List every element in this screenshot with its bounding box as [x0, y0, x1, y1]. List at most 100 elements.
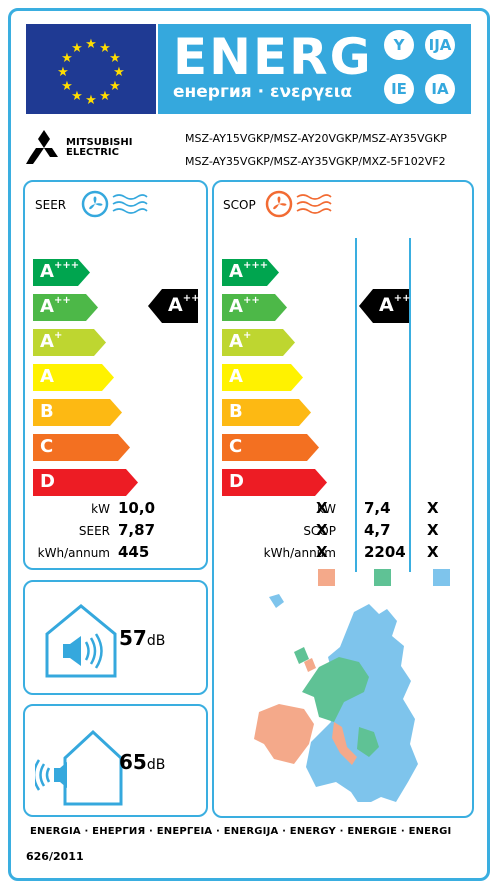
seer-class-arrow-4: B — [33, 399, 122, 426]
model-numbers: MSZ-AY15VGKP/MSZ-AY20VGKP/MSZ-AY35VGKP M… — [185, 127, 447, 173]
scop-class-letter-1: A — [229, 296, 243, 317]
scop-class-letter-6: D — [229, 471, 244, 492]
seer-class-arrow-2: A+ — [33, 329, 106, 356]
scop-annual-label: kWh/annum — [263, 546, 336, 560]
seer-class-arrow-0: A+++ — [33, 259, 90, 286]
eu-stars-icon: ★ ★★ ★★★ ★★★ ★★★ — [57, 37, 125, 108]
svg-text:★: ★ — [99, 89, 111, 104]
scop-class-sup-1: ++ — [242, 295, 260, 306]
europe-climate-map — [254, 594, 418, 802]
svg-text:★: ★ — [113, 65, 125, 80]
seer-annual-label: kWh/annum — [37, 546, 110, 560]
scop-class-letter-4: B — [229, 401, 243, 422]
brand-line-2: ELECTRIC — [66, 147, 119, 158]
seer-class-letter-0: A — [40, 261, 54, 282]
brand-line-1: MITSUBISHI — [66, 137, 133, 148]
seer-rating-arrow: A++ — [148, 289, 200, 323]
scop-scop-warm: X — [427, 521, 439, 539]
seer-annual-value: 445 — [118, 543, 150, 561]
seer-seer-label: SEER — [78, 524, 110, 538]
seer-class-arrow-3: A — [33, 364, 114, 391]
scop-kw-cold: X — [316, 499, 328, 517]
scop-class-arrow-6: D — [222, 469, 327, 496]
scop-class-arrow-1: A++ — [222, 294, 287, 321]
label-frame — [8, 8, 490, 881]
scop-rating-sup: ++ — [393, 293, 411, 304]
seer-seer-value: 7,87 — [118, 521, 156, 539]
scop-class-arrow-3: A — [222, 364, 303, 391]
seer-class-letter-6: D — [40, 471, 55, 492]
column-divider-2 — [409, 238, 411, 572]
scop-class-letter-2: A — [229, 331, 243, 352]
scop-scop-average: 4,7 — [364, 521, 391, 539]
energy-banner: ★ ★ ★ ★ ★ ★ ★ ★ ★ ★ ★ ★ ENERG енергия · ενεργεια… — [26, 24, 471, 114]
outdoor-noise-value: 65dB — [119, 750, 165, 774]
outdoor-db-unit: dB — [146, 757, 166, 773]
indoor-db-unit: dB — [146, 633, 166, 649]
scop-kw-label: kW — [317, 502, 336, 516]
regulation-number: 626/2011 — [26, 850, 84, 863]
seer-rating-sup: ++ — [182, 293, 200, 304]
scop-scop-label: SCOP — [303, 524, 336, 538]
lang-badge-ie: IE — [384, 74, 414, 104]
energy-header: ENERG енергия · ενεργεια Y IJA IE IA — [158, 24, 471, 114]
seer-class-sup-2: + — [53, 330, 63, 341]
seer-kw-label: kW — [91, 502, 110, 516]
footer-languages: ENERGIA · ЕНЕРГИЯ · ΕΝΕΡΓΕΙΑ · ENERGIJA … — [30, 826, 452, 837]
scop-class-letter-3: A — [229, 366, 243, 387]
seer-class-arrow-5: C — [33, 434, 130, 461]
svg-text:★: ★ — [71, 89, 83, 104]
energ-title: ENERG — [173, 28, 373, 86]
scop-class-arrow-5: C — [222, 434, 319, 461]
scop-rating-arrow: A++ — [359, 289, 411, 323]
indoor-db-number: 57 — [119, 626, 147, 650]
seer-class-letter-5: C — [40, 436, 54, 457]
seer-class-sup-1: ++ — [53, 295, 71, 306]
scop-class-arrow-0: A+++ — [222, 259, 279, 286]
zone-swatch-warm — [433, 569, 450, 586]
zone-swatch-average — [374, 569, 391, 586]
eu-flag: ★ ★ ★ ★ ★ ★ ★ ★ ★ ★ ★ ★ — [26, 24, 156, 114]
lang-badge-ia: IA — [425, 74, 455, 104]
energ-subtitle: енергия · ενεργεια — [173, 82, 352, 102]
scop-annual-warm: X — [427, 543, 439, 561]
seer-class-arrow-6: D — [33, 469, 138, 496]
lang-badge-y: Y — [384, 30, 414, 60]
lang-badge-ija: IJA — [425, 30, 455, 60]
column-divider-1 — [355, 238, 357, 572]
seer-class-letter-2: A — [40, 331, 54, 352]
scop-annual-average: 2204 — [364, 543, 406, 561]
seer-class-letter-1: A — [40, 296, 54, 317]
svg-text:★: ★ — [71, 41, 83, 56]
outdoor-noise-panel: 65dB — [23, 704, 208, 817]
zone-swatch-cold — [318, 569, 335, 586]
scop-scop-cold: X — [316, 521, 328, 539]
scop-annual-cold: X — [316, 543, 328, 561]
svg-text:★: ★ — [109, 79, 121, 94]
indoor-noise-panel: 57dB — [23, 580, 208, 695]
seer-class-arrow-1: A++ — [33, 294, 98, 321]
model-line-1: MSZ-AY15VGKP/MSZ-AY20VGKP/MSZ-AY35VGKP — [185, 132, 447, 145]
svg-text:★: ★ — [85, 37, 97, 52]
seer-title: SEER — [35, 198, 67, 212]
scop-class-sup-2: + — [242, 330, 252, 341]
seer-class-letter-4: B — [40, 401, 54, 422]
heating-fan-icon — [265, 190, 332, 218]
mitsubishi-diamonds-icon — [26, 130, 58, 164]
scop-values: kW X 7,4 X SCOP X 4,7 X kWh/annum X 2204… — [214, 498, 472, 568]
scop-kw-warm: X — [427, 499, 439, 517]
scop-rating-letter: A — [379, 294, 394, 316]
outdoor-speaker-icon — [35, 729, 123, 806]
seer-kw-value: 10,0 — [118, 499, 156, 517]
svg-text:★: ★ — [85, 93, 97, 108]
brand-logo: MITSUBISHI ELECTRIC — [26, 130, 146, 166]
seer-class-sup-0: +++ — [53, 260, 80, 271]
scop-title: SCOP — [223, 198, 256, 212]
svg-text:★: ★ — [61, 51, 73, 66]
indoor-speaker-icon — [45, 604, 117, 678]
seer-rating-letter: A — [168, 294, 183, 316]
scop-class-sup-0: +++ — [242, 260, 269, 271]
svg-text:★: ★ — [99, 41, 111, 56]
svg-text:★: ★ — [109, 51, 121, 66]
model-line-2: MSZ-AY35VGKP/MSZ-AY35VGKP/MXZ-5F102VF2 — [185, 155, 446, 168]
